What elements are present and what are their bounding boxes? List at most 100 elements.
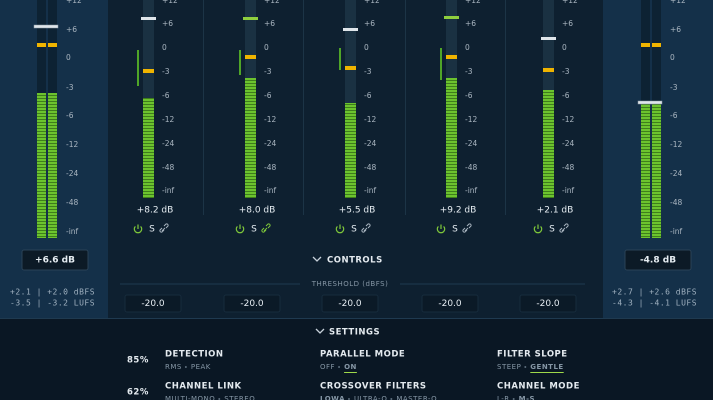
- input-gain[interactable]: +6.6 dB: [35, 256, 75, 266]
- threshold-box[interactable]: [124, 294, 182, 313]
- threshold-value[interactable]: -20.0: [438, 299, 462, 309]
- percent[interactable]: 85%: [127, 356, 149, 366]
- setting-option[interactable]: GENTLE: [530, 363, 563, 371]
- chevron[interactable]: [312, 256, 322, 262]
- setting-option[interactable]: RMS: [165, 363, 182, 371]
- band-gain[interactable]: +2.1 dB: [537, 206, 574, 216]
- scale-label: -24: [670, 169, 682, 178]
- link-icon[interactable]: [462, 223, 472, 233]
- peak-marker: [33, 24, 59, 29]
- setting-option[interactable]: LOWA: [320, 395, 345, 400]
- scale-label: -24: [264, 139, 276, 148]
- scale-label: -12: [264, 115, 276, 124]
- output-gain-box[interactable]: [624, 249, 692, 271]
- scale-label: -24: [465, 139, 477, 148]
- scale-label: -inf: [465, 186, 478, 195]
- output-gain[interactable]: -4.8 dB: [640, 256, 676, 266]
- meter-hold: [345, 66, 356, 70]
- power-icon[interactable]: [335, 224, 345, 234]
- band-gain[interactable]: +8.2 dB: [137, 206, 174, 216]
- solo-button[interactable]: S: [251, 225, 257, 235]
- meter-level: [37, 93, 46, 238]
- threshold-box[interactable]: [321, 294, 379, 313]
- threshold-value[interactable]: -20.0: [536, 299, 560, 309]
- setting-option[interactable]: ULTRA-Q: [354, 395, 387, 400]
- controls-title[interactable]: CONTROLS: [327, 256, 383, 266]
- scale-label: -6: [364, 91, 372, 100]
- scale-label: -12: [670, 140, 682, 149]
- scale-label: 0: [364, 43, 369, 52]
- scale-label: -12: [465, 115, 477, 124]
- meter-hold: [37, 43, 46, 47]
- setting-option[interactable]: STEEP: [497, 363, 521, 371]
- setting-option[interactable]: STEREO: [224, 395, 255, 400]
- scale-label: -inf: [670, 227, 683, 236]
- scale-label: -3: [162, 67, 170, 76]
- power-icon[interactable]: [436, 224, 446, 234]
- scale-label: -12: [364, 115, 376, 124]
- band-gain[interactable]: +9.2 dB: [440, 206, 477, 216]
- scale-label: -6: [264, 91, 272, 100]
- threshold-box[interactable]: [519, 294, 577, 313]
- band-gain[interactable]: +8.0 dB: [239, 206, 276, 216]
- solo-button[interactable]: S: [549, 225, 555, 235]
- link-icon[interactable]: [261, 223, 271, 233]
- scale-label: -48: [465, 163, 477, 172]
- setting-title: PARALLEL MODE: [320, 350, 405, 360]
- meter-level: [345, 103, 356, 198]
- input-dbfs: +2.1 | +2.0 dBFS: [10, 288, 95, 297]
- setting-title: CROSSOVER FILTERS: [320, 382, 427, 392]
- scale-label: +6: [670, 25, 681, 34]
- setting-option[interactable]: M-S: [519, 395, 535, 400]
- chevron[interactable]: [315, 328, 325, 334]
- scale-label: -48: [562, 163, 574, 172]
- scale-label: +12: [562, 0, 578, 5]
- scale-label: -48: [162, 163, 174, 172]
- scale-label: -48: [670, 198, 682, 207]
- settings-title[interactable]: SETTINGS: [329, 328, 380, 338]
- scale-label: -6: [670, 111, 678, 120]
- threshold-box[interactable]: [421, 294, 479, 313]
- power-icon[interactable]: [235, 224, 245, 234]
- setting-option[interactable]: ON: [344, 363, 357, 371]
- meter-hold: [543, 68, 554, 72]
- output-dbfs: +2.7 | +2.6 dBFS: [612, 288, 697, 297]
- setting-option[interactable]: L-R: [497, 395, 510, 400]
- setting-option[interactable]: OFF: [320, 363, 335, 371]
- link-icon[interactable]: [361, 223, 371, 233]
- link-icon[interactable]: [559, 223, 569, 233]
- scale-label: +12: [670, 0, 686, 5]
- solo-button[interactable]: S: [351, 225, 357, 235]
- threshold-value[interactable]: -20.0: [240, 299, 264, 309]
- band-gain[interactable]: +5.5 dB: [339, 206, 376, 216]
- setting-option[interactable]: PEAK: [191, 363, 211, 371]
- scale-label: -12: [562, 115, 574, 124]
- threshold-value[interactable]: -20.0: [338, 299, 362, 309]
- setting-option[interactable]: MASTER-Q: [396, 395, 437, 400]
- meter-level: [641, 102, 650, 238]
- scale-label: -48: [264, 163, 276, 172]
- power-icon[interactable]: [533, 224, 543, 234]
- scale-label: +6: [162, 19, 173, 28]
- setting-title: CHANNEL LINK: [165, 382, 242, 392]
- scale-label: 0: [670, 53, 675, 62]
- setting-title: CHANNEL MODE: [497, 382, 580, 392]
- scale-label: -24: [364, 139, 376, 148]
- power-icon[interactable]: [133, 224, 143, 234]
- peak-marker: [243, 17, 258, 20]
- percent[interactable]: 62%: [127, 388, 149, 398]
- link-icon[interactable]: [159, 223, 169, 233]
- meter-hold: [48, 43, 57, 47]
- scale-label: +6: [562, 19, 573, 28]
- input-gain-box[interactable]: [21, 249, 89, 271]
- scale-label: -12: [162, 115, 174, 124]
- threshold-value[interactable]: -20.0: [141, 299, 165, 309]
- threshold-box[interactable]: [223, 294, 281, 313]
- setting-option[interactable]: MULTI-MONO: [165, 395, 215, 400]
- meter-hold: [143, 69, 154, 73]
- peak-marker: [343, 28, 358, 31]
- solo-button[interactable]: S: [149, 225, 155, 235]
- solo-button[interactable]: S: [452, 225, 458, 235]
- gr-indicator: [137, 50, 139, 86]
